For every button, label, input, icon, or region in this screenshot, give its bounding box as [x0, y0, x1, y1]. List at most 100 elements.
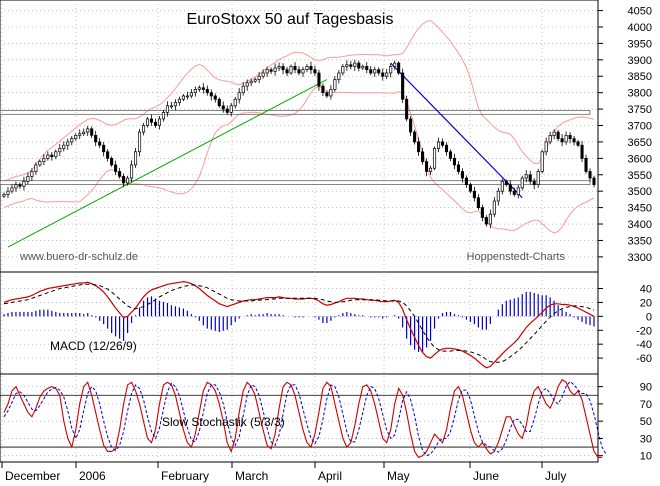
candle-body: [249, 80, 253, 84]
candle-body: [385, 72, 389, 77]
candle-body: [241, 85, 245, 94]
macd-legend: MACD (12/26/9): [50, 339, 137, 353]
candle-body: [38, 161, 42, 166]
candle-body: [564, 135, 568, 143]
candle-body: [114, 164, 118, 172]
price-tick-label: 3400: [628, 219, 652, 231]
candle-body: [524, 174, 528, 179]
candle-body: [401, 72, 405, 100]
source-annotation-right: Hoppenstedt-Charts: [467, 251, 566, 263]
candle-body: [157, 118, 162, 126]
candle-body: [361, 66, 365, 69]
candle-body: [34, 164, 38, 172]
macd-tick-label: -20: [636, 325, 652, 337]
candle-body: [118, 171, 122, 177]
stochastic-k-line: [3, 378, 602, 459]
macd-panel-frame: [0, 271, 599, 375]
candle-body: [464, 177, 468, 185]
candle-body: [500, 180, 504, 192]
candle-body: [520, 177, 524, 189]
month-label: June: [473, 469, 499, 483]
support-band: [0, 180, 591, 186]
resistance-band: [0, 110, 591, 115]
month-label: March: [235, 469, 268, 483]
price-tick-label: 3950: [628, 38, 652, 50]
candle-body: [50, 154, 54, 158]
candle-body: [221, 105, 225, 110]
candle-body: [62, 144, 66, 149]
price-tick-label: 3600: [628, 153, 652, 165]
candle-body: [405, 98, 409, 120]
price-tick-label: 3500: [628, 186, 652, 198]
candle-body: [377, 69, 381, 74]
uptrend-line: [7, 79, 328, 248]
chart-title: EuroStoxx 50 auf Tagesbasis: [187, 11, 394, 28]
candle-body: [201, 87, 205, 90]
candle-body: [261, 72, 265, 77]
candle-body: [317, 72, 321, 87]
candle-body: [480, 207, 484, 218]
month-label: 2006: [79, 469, 106, 483]
candle-body: [440, 141, 445, 146]
bollinger-upper-line: [3, 20, 595, 182]
candle-body: [130, 164, 134, 179]
candle-body: [508, 184, 512, 192]
candle-body: [185, 95, 189, 98]
candle-body: [357, 62, 361, 69]
candle-body: [205, 89, 209, 94]
candle-body: [149, 118, 154, 123]
candle-body: [229, 105, 233, 113]
candle-body: [46, 154, 50, 159]
candle-body: [548, 135, 552, 143]
candle-body: [568, 135, 572, 139]
price-tick-label: 3700: [628, 121, 652, 133]
candle-body: [173, 102, 177, 107]
candle-body: [18, 184, 22, 187]
candle-body: [257, 75, 261, 80]
candle-body: [74, 135, 78, 139]
stochastic-d-line: [3, 380, 607, 457]
candle-body: [389, 66, 393, 74]
candle-body: [560, 138, 564, 143]
candle-body: [397, 62, 401, 74]
candle-body: [369, 69, 373, 74]
macd-tick-label: 0: [646, 311, 652, 323]
macd-tick-label: 20: [640, 297, 652, 309]
candle-body: [472, 190, 476, 199]
candle-body: [532, 180, 536, 185]
candle-body: [161, 112, 166, 120]
candle-body: [452, 157, 457, 166]
candle-body: [345, 64, 349, 67]
stochastic-legend: Slow Stochastik (5/3/3): [162, 415, 285, 429]
candle-body: [592, 177, 596, 185]
candle-body: [134, 151, 138, 166]
candle-body: [341, 66, 345, 74]
candle-body: [153, 121, 158, 126]
macd-tick-label: -40: [636, 339, 652, 351]
candle-body: [165, 105, 169, 113]
candle-body: [90, 128, 94, 136]
stochastic-tick-label: 30: [640, 433, 652, 445]
month-label: July: [545, 469, 566, 483]
price-panel-frame: [0, 0, 599, 273]
candle-body: [213, 95, 217, 100]
macd-tick-label: -60: [636, 353, 652, 365]
candle-body: [177, 98, 181, 103]
candle-body: [488, 213, 492, 225]
price-tick-label: 4050: [628, 6, 652, 18]
price-tick-label: 3750: [628, 104, 652, 116]
candle-body: [393, 62, 397, 67]
candle-body: [456, 164, 461, 172]
candle-body: [413, 131, 417, 143]
price-layer: [0, 20, 596, 248]
month-label: May: [387, 469, 410, 483]
candle-body: [285, 69, 289, 74]
price-tick-label: 3450: [628, 203, 652, 215]
candle-body: [110, 157, 114, 166]
stochastic-tick-label: 90: [640, 382, 652, 394]
candle-body: [516, 187, 520, 195]
candle-body: [492, 200, 496, 215]
candle-body: [429, 167, 433, 172]
candle-body: [78, 133, 82, 136]
price-tick-label: 3800: [628, 88, 652, 100]
